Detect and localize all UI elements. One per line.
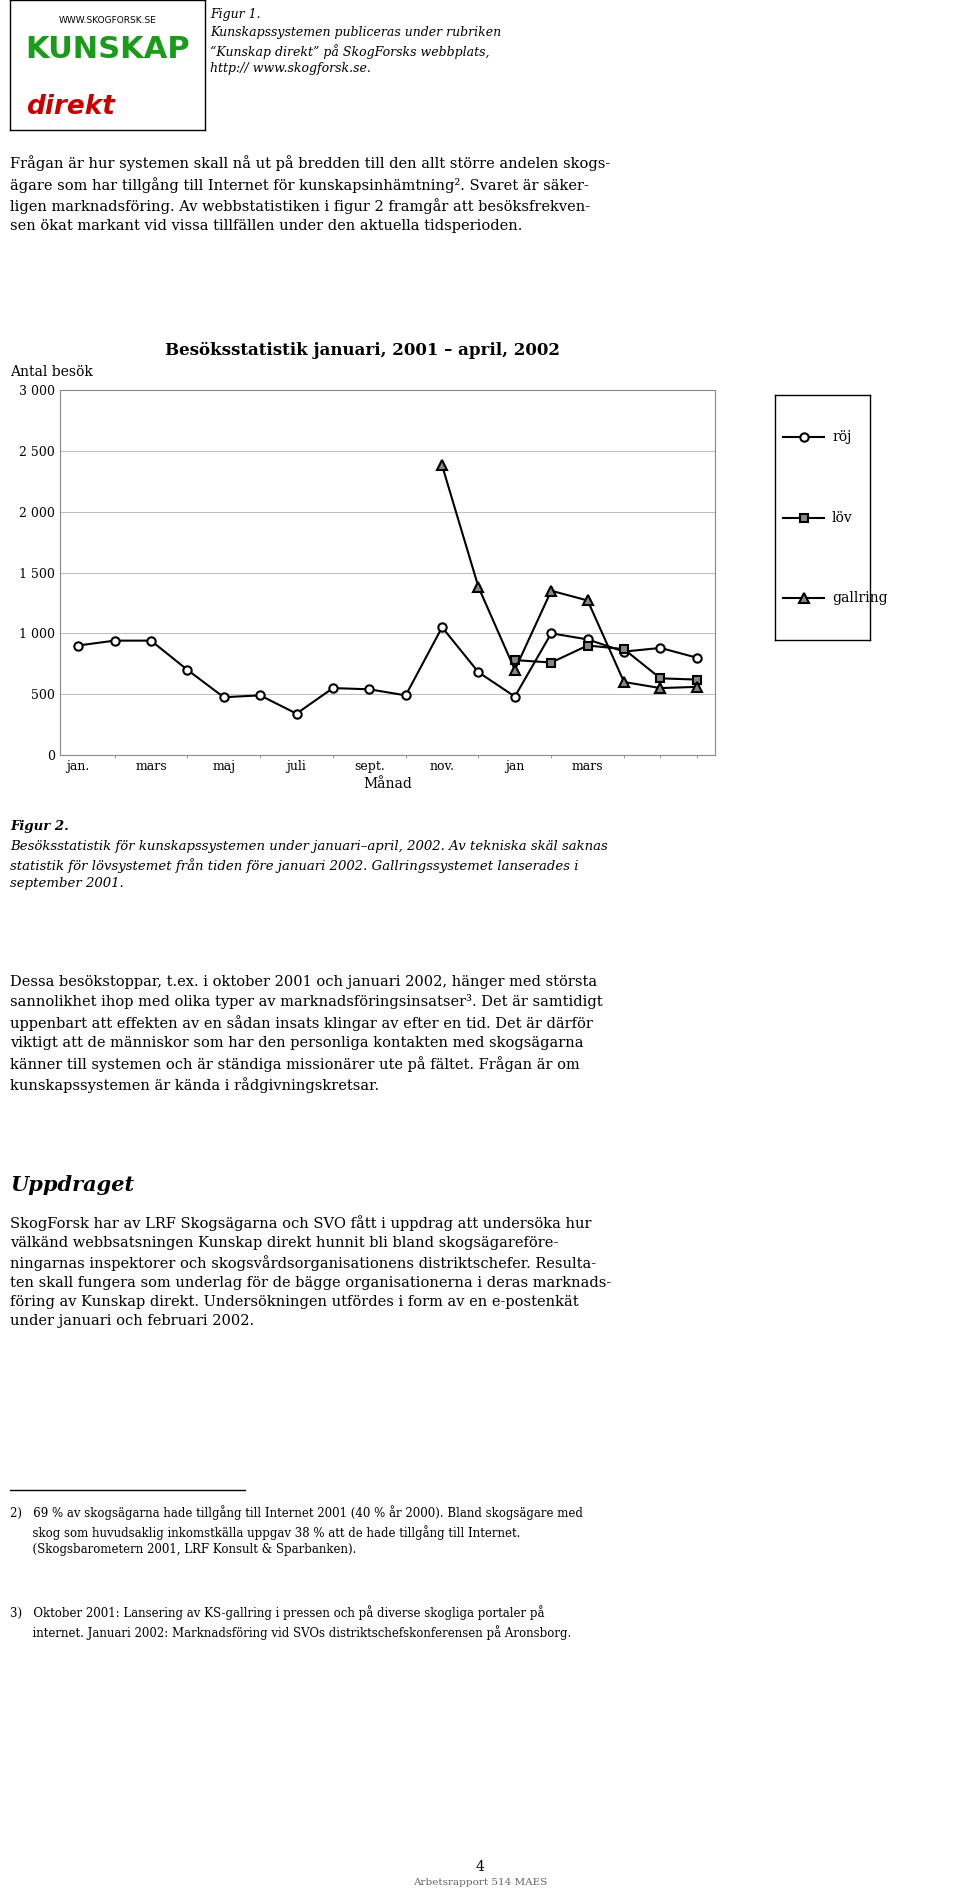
Text: röj: röj (832, 430, 852, 443)
Text: Kunskapssystemen publiceras under rubriken: Kunskapssystemen publiceras under rubrik… (210, 27, 501, 40)
Text: Dessa besökstoppar, t.ex. i oktober 2001 och januari 2002, hänger med största
sa: Dessa besökstoppar, t.ex. i oktober 2001… (10, 976, 603, 1093)
Text: SkogForsk har av LRF Skogsägarna och SVO fått i uppdrag att undersöka hur
välkän: SkogForsk har av LRF Skogsägarna och SVO… (10, 1215, 612, 1328)
Text: 3)   Oktober 2001: Lansering av KS-gallring i pressen och på diverse skogliga po: 3) Oktober 2001: Lansering av KS-gallrin… (10, 1605, 571, 1639)
Text: 2)   69 % av skogsägarna hade tillgång till Internet 2001 (40 % år 2000). Bland : 2) 69 % av skogsägarna hade tillgång til… (10, 1505, 583, 1556)
Text: gallring: gallring (832, 591, 888, 605)
X-axis label: Månad: Månad (363, 777, 412, 790)
Text: Besöksstatistik januari, 2001 – april, 2002: Besöksstatistik januari, 2001 – april, 2… (165, 341, 560, 360)
Text: Arbetsrapport 514 MAES: Arbetsrapport 514 MAES (413, 1878, 547, 1887)
Text: Besöksstatistik för kunskapssystemen under januari–april, 2002. Av tekniska skäl: Besöksstatistik för kunskapssystemen und… (10, 839, 608, 889)
Text: Figur 2.: Figur 2. (10, 821, 69, 834)
Text: 4: 4 (475, 1861, 485, 1874)
Text: Frågan är hur systemen skall nå ut på bredden till den allt större andelen skogs: Frågan är hur systemen skall nå ut på br… (10, 155, 611, 233)
Text: Figur 1.: Figur 1. (210, 8, 260, 21)
Text: Antal besök: Antal besök (10, 366, 93, 379)
Text: direkt: direkt (26, 93, 114, 119)
Text: KUNSKAP: KUNSKAP (25, 34, 190, 64)
Text: “Kunskap direkt” på SkogForsks webbplats,: “Kunskap direkt” på SkogForsks webbplats… (210, 44, 490, 59)
Text: WWW.SKOGFORSK.SE: WWW.SKOGFORSK.SE (59, 15, 156, 25)
Text: löv: löv (832, 510, 852, 525)
Text: Uppdraget: Uppdraget (10, 1175, 134, 1196)
Text: http:// www.skogforsk.se.: http:// www.skogforsk.se. (210, 63, 371, 76)
